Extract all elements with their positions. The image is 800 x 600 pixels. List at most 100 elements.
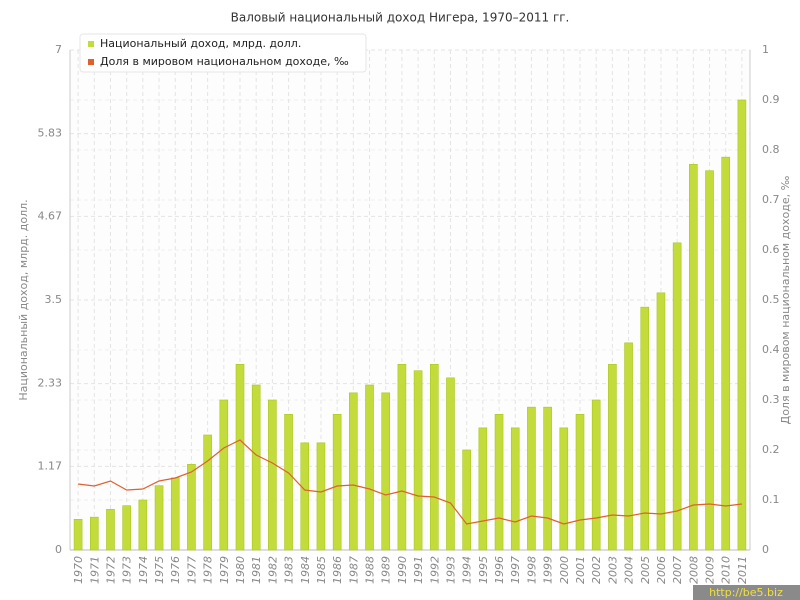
legend-label: Доля в мировом национальном доходе, ‰ [100, 55, 349, 68]
bar [170, 477, 180, 551]
y-tick-label: 3.5 [45, 293, 63, 306]
y2-axis-label: Доля в мировом национальном доходе, ‰ [779, 175, 792, 424]
bar [187, 463, 196, 551]
bar [381, 392, 391, 551]
bar [203, 434, 212, 551]
x-tick-label: 1979 [218, 556, 231, 584]
x-tick-label: 1992 [428, 556, 441, 584]
bar [462, 449, 471, 551]
x-tick-label: 1993 [444, 556, 457, 584]
x-tick-label: 1999 [542, 556, 555, 584]
x-tick-label: 1978 [202, 556, 215, 584]
x-tick-label: 1996 [493, 556, 506, 584]
y-tick-label: 5.83 [38, 127, 63, 140]
legend-label: Национальный доход, млрд. долл. [100, 37, 301, 50]
bar [413, 370, 423, 551]
bar [138, 499, 148, 551]
y2-tick-label: 0.6 [762, 243, 780, 256]
y2-tick-label: 0 [762, 543, 769, 556]
line [78, 439, 742, 525]
bar [737, 99, 747, 551]
x-tick-label: 1987 [347, 556, 360, 584]
x-tick-label: 2007 [671, 556, 684, 584]
x-tick-label: 2000 [558, 556, 571, 584]
bar [494, 413, 504, 551]
x-tick-label: 1983 [283, 556, 296, 584]
x-tick-label: 1985 [315, 556, 328, 584]
bar [122, 505, 131, 551]
bar [591, 399, 601, 551]
x-tick-label: 2001 [574, 556, 587, 584]
x-tick-label: 1988 [364, 556, 377, 584]
bar [721, 156, 731, 551]
bar [365, 384, 374, 551]
bar [397, 363, 407, 551]
x-tick-label: 1998 [525, 556, 538, 584]
x-tick-label: 1982 [266, 556, 279, 584]
bar [527, 406, 536, 551]
y-tick-label: 2.33 [38, 377, 63, 390]
y2-tick-label: 1 [762, 43, 769, 56]
bar [478, 427, 488, 551]
bar [608, 363, 617, 551]
bar [349, 392, 358, 551]
chart-title: Валовый национальный доход Нигера, 1970–… [231, 11, 570, 25]
x-tick-label: 2011 [736, 556, 749, 584]
bar [446, 377, 455, 551]
bar [429, 363, 439, 551]
bar [106, 508, 115, 551]
bar [640, 306, 650, 551]
x-tick-label: 2009 [704, 556, 717, 584]
x-tick-label: 1981 [250, 556, 263, 584]
bar [543, 406, 552, 551]
x-tick-label: 1991 [412, 556, 425, 584]
y-tick-label: 7 [55, 43, 62, 56]
x-tick-label: 1986 [331, 556, 344, 584]
bar [300, 442, 310, 551]
bar [656, 292, 666, 551]
x-tick-label: 1975 [153, 556, 166, 584]
y2-tick-label: 0.7 [762, 193, 780, 206]
x-tick-label: 1971 [88, 556, 101, 584]
x-tick-label: 1972 [104, 556, 117, 584]
watermark: http://be5.biz [709, 586, 783, 599]
x-tick-label: 1976 [169, 556, 182, 584]
y2-tick-label: 0.9 [762, 93, 780, 106]
x-tick-label: 2002 [590, 556, 603, 584]
x-tick-label: 1977 [185, 556, 198, 584]
y-tick-label: 1.17 [38, 459, 63, 472]
y-tick-label: 4.67 [38, 209, 63, 222]
y-tick-label: 0 [55, 543, 62, 556]
watermark-box [693, 585, 800, 600]
x-tick-label: 1997 [509, 556, 522, 584]
bar [316, 442, 326, 551]
bar [154, 485, 164, 551]
bar [510, 427, 520, 551]
x-tick-label: 1980 [234, 556, 247, 584]
x-tick-label: 1974 [137, 556, 150, 584]
y2-tick-label: 0.4 [762, 343, 780, 356]
x-tick-label: 2004 [623, 556, 636, 584]
bar [284, 413, 293, 551]
y2-tick-label: 0.1 [762, 493, 780, 506]
x-tick-label: 1994 [461, 556, 474, 584]
bar [251, 384, 261, 551]
x-tick-label: 2008 [687, 556, 700, 584]
legend-box [79, 33, 367, 73]
x-tick-label: 1990 [396, 556, 409, 584]
bar [559, 427, 569, 551]
y2-tick-label: 0.3 [762, 393, 780, 406]
bar [575, 413, 585, 551]
x-tick-label: 2006 [655, 556, 668, 584]
y-axis-label: Национальный доход, млрд. долл. [17, 199, 30, 400]
x-tick-label: 2003 [606, 556, 619, 584]
legend-swatch [88, 41, 94, 47]
bar [219, 399, 229, 551]
bar [235, 363, 245, 551]
x-tick-label: 1970 [72, 556, 85, 584]
y2-tick-label: 0.2 [762, 443, 780, 456]
x-tick-label: 1995 [477, 556, 490, 584]
y2-tick-label: 0.8 [762, 143, 780, 156]
x-tick-label: 2010 [720, 556, 733, 584]
x-tick-label: 2005 [639, 556, 652, 584]
